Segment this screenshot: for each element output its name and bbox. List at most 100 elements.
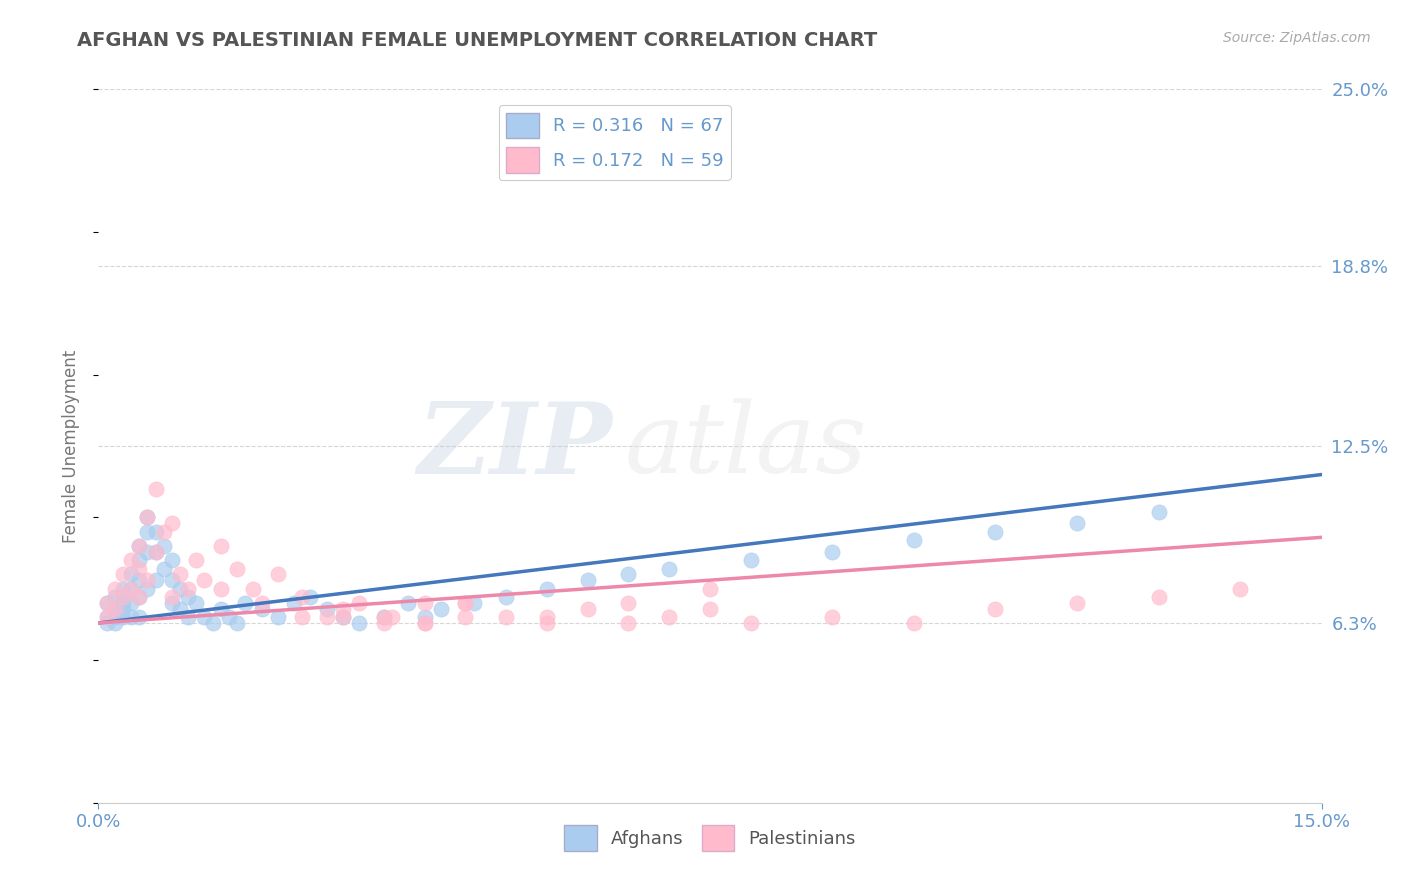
- Point: [495, 610, 517, 624]
- Point: [169, 567, 191, 582]
- Point: [903, 533, 925, 548]
- Point: [373, 615, 395, 630]
- Point: [226, 615, 249, 630]
- Point: [430, 601, 453, 615]
- Point: [104, 582, 127, 596]
- Point: [536, 610, 558, 624]
- Point: [120, 582, 142, 596]
- Text: ZIP: ZIP: [418, 398, 612, 494]
- Point: [315, 610, 337, 624]
- Point: [104, 601, 127, 615]
- Point: [984, 524, 1007, 539]
- Point: [111, 591, 134, 605]
- Point: [160, 591, 183, 605]
- Point: [536, 615, 558, 630]
- Point: [332, 610, 354, 624]
- Point: [96, 596, 118, 610]
- Point: [617, 596, 640, 610]
- Point: [821, 544, 844, 558]
- Point: [413, 615, 436, 630]
- Point: [821, 610, 844, 624]
- Point: [111, 610, 134, 624]
- Point: [315, 601, 337, 615]
- Point: [201, 615, 224, 630]
- Point: [160, 516, 183, 530]
- Point: [299, 591, 322, 605]
- Point: [128, 591, 150, 605]
- Point: [617, 567, 640, 582]
- Point: [111, 567, 134, 582]
- Point: [740, 615, 762, 630]
- Point: [332, 610, 354, 624]
- Point: [96, 596, 118, 610]
- Point: [233, 596, 256, 610]
- Point: [283, 596, 305, 610]
- Point: [128, 553, 150, 567]
- Point: [136, 524, 159, 539]
- Point: [169, 582, 191, 596]
- Point: [267, 567, 290, 582]
- Point: [373, 610, 395, 624]
- Point: [160, 596, 183, 610]
- Point: [381, 610, 404, 624]
- Y-axis label: Female Unemployment: Female Unemployment: [62, 350, 80, 542]
- Point: [177, 582, 200, 596]
- Point: [250, 596, 273, 610]
- Point: [104, 601, 127, 615]
- Point: [128, 610, 150, 624]
- Point: [128, 573, 150, 587]
- Point: [136, 510, 159, 524]
- Point: [193, 610, 215, 624]
- Point: [396, 596, 419, 610]
- Point: [186, 596, 208, 610]
- Point: [349, 615, 371, 630]
- Point: [96, 615, 118, 630]
- Point: [699, 601, 721, 615]
- Point: [145, 544, 167, 558]
- Point: [454, 610, 477, 624]
- Point: [250, 601, 273, 615]
- Point: [1147, 505, 1170, 519]
- Point: [136, 544, 159, 558]
- Point: [699, 582, 721, 596]
- Legend: Afghans, Palestinians: Afghans, Palestinians: [557, 818, 863, 858]
- Point: [291, 610, 314, 624]
- Point: [111, 596, 134, 610]
- Point: [111, 601, 134, 615]
- Point: [373, 610, 395, 624]
- Point: [576, 573, 599, 587]
- Point: [1229, 582, 1251, 596]
- Point: [96, 610, 118, 624]
- Point: [145, 524, 167, 539]
- Text: AFGHAN VS PALESTINIAN FEMALE UNEMPLOYMENT CORRELATION CHART: AFGHAN VS PALESTINIAN FEMALE UNEMPLOYMEN…: [77, 31, 877, 50]
- Point: [209, 601, 232, 615]
- Point: [536, 582, 558, 596]
- Point: [160, 573, 183, 587]
- Point: [177, 610, 200, 624]
- Point: [413, 596, 436, 610]
- Point: [177, 591, 200, 605]
- Point: [104, 615, 127, 630]
- Point: [145, 573, 167, 587]
- Point: [1066, 596, 1088, 610]
- Text: Source: ZipAtlas.com: Source: ZipAtlas.com: [1223, 31, 1371, 45]
- Point: [152, 524, 174, 539]
- Point: [218, 610, 240, 624]
- Point: [463, 596, 485, 610]
- Point: [413, 610, 436, 624]
- Point: [209, 582, 232, 596]
- Point: [413, 615, 436, 630]
- Point: [1147, 591, 1170, 605]
- Point: [291, 591, 314, 605]
- Point: [145, 544, 167, 558]
- Point: [349, 596, 371, 610]
- Point: [617, 615, 640, 630]
- Text: atlas: atlas: [624, 399, 868, 493]
- Point: [145, 482, 167, 496]
- Point: [495, 591, 517, 605]
- Point: [454, 596, 477, 610]
- Point: [576, 601, 599, 615]
- Point: [332, 601, 354, 615]
- Point: [226, 562, 249, 576]
- Point: [120, 582, 142, 596]
